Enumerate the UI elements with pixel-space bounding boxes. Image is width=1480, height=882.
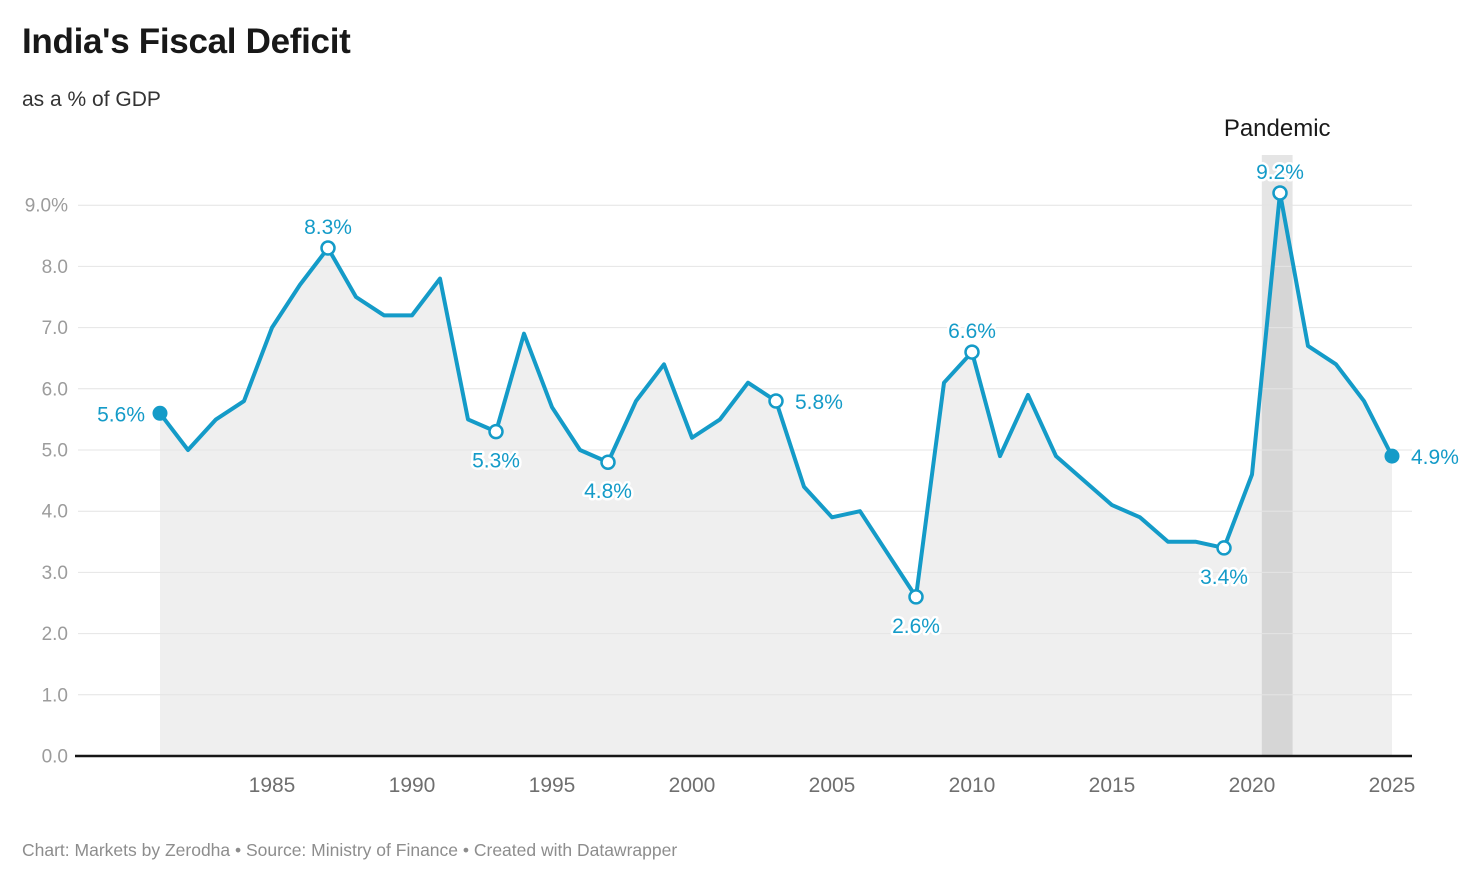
data-point-marker-open	[1272, 185, 1288, 201]
x-tick-label: 1990	[389, 774, 436, 797]
data-point-value-label: 5.8%	[795, 391, 843, 414]
data-point-marker-filled	[1384, 448, 1400, 464]
y-tick-label: 3.0	[42, 563, 68, 584]
data-point-value-label: 2.6%	[892, 615, 940, 638]
y-tick-label: 1.0	[42, 685, 68, 706]
series-area-fill	[160, 192, 1392, 755]
pandemic-band	[1261, 155, 1293, 756]
y-tick-label: 2.0	[42, 624, 68, 645]
data-point-value-label: 8.3%	[304, 216, 352, 239]
chart-footer-attribution: Chart: Markets by Zerodha • Source: Mini…	[22, 840, 678, 860]
x-tick-label: 2010	[949, 774, 996, 797]
y-tick-label: 0.0	[42, 747, 68, 768]
x-tick-label: 1985	[249, 774, 296, 797]
x-tick-label: 2025	[1369, 774, 1416, 797]
data-point-marker-open	[1216, 540, 1232, 556]
y-tick-label: 8.0	[42, 257, 68, 278]
y-tick-label: 7.0	[42, 318, 68, 339]
x-tick-label: 2015	[1089, 774, 1136, 797]
chart-title: India's Fiscal Deficit	[22, 22, 351, 61]
data-point-value-label: 4.9%	[1411, 446, 1459, 469]
x-tick-label: 2020	[1229, 774, 1276, 797]
data-point-marker-open	[964, 344, 980, 360]
y-tick-label: 4.0	[42, 502, 68, 523]
data-point-value-label: 9.2%	[1256, 161, 1304, 184]
data-point-value-label: 4.8%	[584, 480, 632, 503]
x-tick-label: 2000	[669, 774, 716, 797]
pandemic-label: Pandemic	[1224, 115, 1331, 142]
data-point-value-label: 6.6%	[948, 320, 996, 343]
chart-subtitle: as a % of GDP	[22, 88, 161, 111]
data-point-marker-open	[600, 454, 616, 470]
data-point-marker-open	[768, 393, 784, 409]
y-tick-label: 6.0	[42, 379, 68, 400]
x-tick-label: 2005	[809, 774, 856, 797]
data-point-value-label: 5.3%	[472, 450, 520, 473]
y-tick-label: 9.0%	[25, 196, 68, 217]
data-point-marker-open	[320, 240, 336, 256]
data-point-marker-open	[908, 589, 924, 605]
data-point-marker-filled	[152, 405, 168, 421]
data-point-value-label: 3.4%	[1200, 566, 1248, 589]
data-point-value-label: 5.6%	[97, 403, 145, 426]
x-tick-label: 1995	[529, 774, 576, 797]
y-tick-label: 5.0	[42, 441, 68, 462]
data-point-marker-open	[488, 423, 504, 440]
